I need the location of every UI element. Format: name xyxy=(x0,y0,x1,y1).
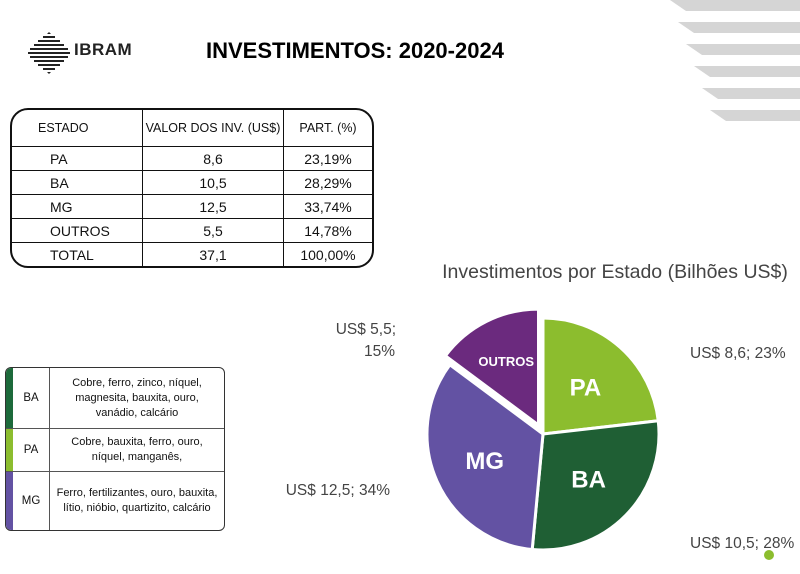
table-row: PA 8,6 23,19% xyxy=(12,146,372,171)
table-row: OUTROS 5,5 14,78% xyxy=(12,218,372,243)
header-valor: VALOR DOS INV. (US$) xyxy=(142,110,284,147)
slice-name-ba: BA xyxy=(571,467,606,494)
pie-slice-pa xyxy=(541,316,660,436)
cell-state: MG xyxy=(12,194,143,219)
data-label-ba: US$ 10,5; 28% xyxy=(690,535,794,552)
cell-share: 100,00% xyxy=(283,242,372,266)
cell-value: 8,6 xyxy=(142,146,284,171)
cell-value: 12,5 xyxy=(142,194,284,219)
minerals-row-mg: MG Ferro, fertilizantes, ouro, bauxita, … xyxy=(6,472,224,530)
table-row-total: TOTAL 37,1 100,00% xyxy=(12,242,372,266)
cell-value: 37,1 xyxy=(142,242,284,266)
cell-value: 5,5 xyxy=(142,218,284,243)
data-label-pa: US$ 8,6; 23% xyxy=(690,345,786,362)
table-row: MG 12,5 33,74% xyxy=(12,194,372,219)
corner-stripe xyxy=(702,88,800,99)
minerals-state: MG xyxy=(21,495,41,507)
state-color-bar xyxy=(6,472,13,530)
corner-stripe xyxy=(670,0,800,11)
state-color-bar xyxy=(6,429,13,471)
corner-stripe xyxy=(678,22,800,33)
cell-share: 33,74% xyxy=(283,194,372,219)
table-header-row: ESTADO VALOR DOS INV. (US$) PART. (%) xyxy=(12,110,372,147)
investment-table: ESTADO VALOR DOS INV. (US$) PART. (%) PA… xyxy=(10,108,374,268)
corner-stripes-decoration xyxy=(670,0,800,121)
header-part: PART. (%) xyxy=(283,110,372,147)
data-label-mg: US$ 12,5; 34% xyxy=(286,482,390,499)
logo-mark-icon xyxy=(28,32,70,74)
minerals-list: Ferro, fertilizantes, ouro, bauxita, lít… xyxy=(49,472,224,530)
slice-name-pa: PA xyxy=(570,374,602,401)
minerals-row-ba: BA Cobre, ferro, zinco, níquel, magnesit… xyxy=(6,368,224,429)
pie-slice-mg xyxy=(425,362,545,552)
chart-title: Investimentos por Estado (Bilhões US$) xyxy=(442,261,788,283)
minerals-state: PA xyxy=(23,444,39,456)
corner-stripe xyxy=(710,110,800,121)
cell-share: 28,29% xyxy=(283,170,372,195)
pie-chart: Investimentos por Estado (Bilhões US$) P… xyxy=(286,261,794,560)
logo-text: IBRAM xyxy=(74,40,133,59)
pie-slice-outros xyxy=(443,307,541,429)
minerals-list: Cobre, ferro, zinco, níquel, magnesita, … xyxy=(49,368,224,428)
table-row: BA 10,5 28,29% xyxy=(12,170,372,195)
slice-name-outros: OUTROS xyxy=(478,354,534,369)
cell-state: TOTAL xyxy=(12,242,143,266)
ibram-logo xyxy=(26,30,146,74)
cell-value: 10,5 xyxy=(142,170,284,195)
minerals-row-pa: PA Cobre, bauxita, ferro, ouro, níquel, … xyxy=(6,429,224,472)
cell-share: 23,19% xyxy=(283,146,372,171)
cell-state: PA xyxy=(12,146,143,171)
corner-stripe xyxy=(686,44,800,55)
cell-share: 14,78% xyxy=(283,218,372,243)
slice-name-mg: MG xyxy=(465,448,504,475)
header-estado: ESTADO xyxy=(12,110,143,147)
accent-dot xyxy=(764,550,774,560)
data-label-outros: US$ 5,5; 15% xyxy=(336,321,396,360)
cell-state: BA xyxy=(12,170,143,195)
page-title: INVESTIMENTOS: 2020-2024 xyxy=(206,38,504,63)
minerals-table: BA Cobre, ferro, zinco, níquel, magnesit… xyxy=(5,367,225,531)
state-color-bar xyxy=(6,368,13,428)
minerals-list: Cobre, bauxita, ferro, ouro, níquel, man… xyxy=(49,429,224,471)
pie-slice-ba xyxy=(530,419,661,552)
minerals-state: BA xyxy=(23,392,39,404)
cell-state: OUTROS xyxy=(12,218,143,243)
corner-stripe xyxy=(694,66,800,77)
